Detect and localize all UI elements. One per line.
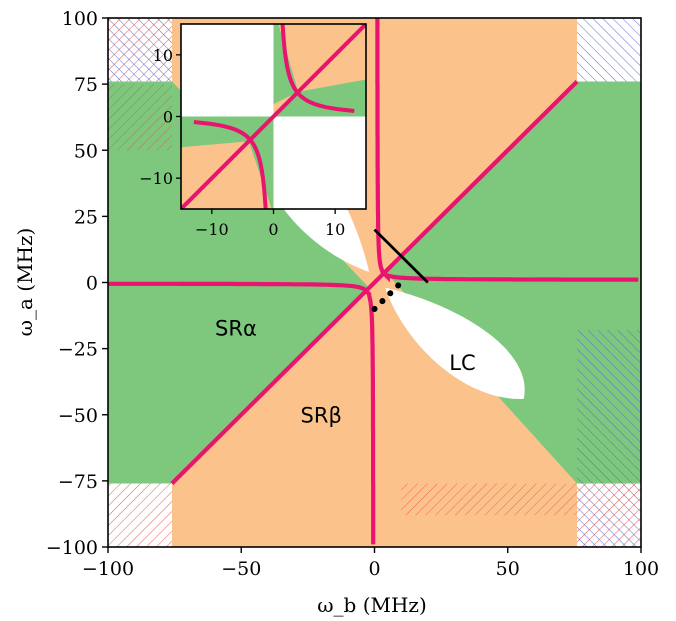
x-tick-label: 50 bbox=[496, 558, 520, 580]
inset-x-tick-label: −10 bbox=[195, 220, 229, 239]
inset-ticks: −10 0 10 −10 0 10 bbox=[139, 46, 345, 239]
x-tick-label: −100 bbox=[82, 558, 134, 580]
hatch-left-red bbox=[108, 84, 172, 151]
lower-left-boundary bbox=[108, 281, 376, 545]
lc-region-lower bbox=[385, 287, 525, 399]
solid-marker-line bbox=[373, 228, 429, 284]
x-axis-ticks: −100 −50 0 50 100 bbox=[82, 547, 659, 580]
y-tick-label: 0 bbox=[86, 273, 98, 295]
hatch-top-left-blue bbox=[108, 18, 172, 82]
diagonal-boundary bbox=[170, 79, 579, 486]
inset-orange-upper bbox=[278, 24, 366, 92]
hatch-right-blue bbox=[577, 330, 641, 484]
y-axis-label: ω_a (MHz) bbox=[13, 228, 37, 337]
region-label-srβ: SRβ bbox=[301, 404, 342, 428]
x-axis-label: ω_b (MHz) bbox=[317, 593, 427, 617]
inset-white-tl bbox=[181, 24, 274, 117]
x-tick-label: 0 bbox=[368, 558, 380, 580]
dotted-marker-line bbox=[371, 279, 405, 312]
inset-upper-curve bbox=[280, 24, 355, 113]
x-tick-label: −50 bbox=[221, 558, 261, 580]
inset-x-tick-label: 0 bbox=[268, 220, 278, 239]
hatch-top-right-blue bbox=[577, 18, 641, 82]
hatch-bottom-red bbox=[401, 483, 577, 516]
hatch-bottom-right-blue bbox=[577, 483, 641, 547]
y-tick-label: −25 bbox=[58, 339, 98, 361]
y-tick-label: 75 bbox=[74, 74, 98, 96]
phase-boundaries bbox=[108, 18, 639, 545]
sr-alpha-region-left bbox=[108, 285, 370, 484]
hatch-bottom-left-red bbox=[108, 483, 172, 547]
y-tick-label: −50 bbox=[58, 405, 98, 427]
region-label-srα: SRα bbox=[215, 316, 257, 340]
inset-orange-lower bbox=[181, 141, 272, 209]
y-tick-label: 50 bbox=[74, 140, 98, 162]
inset-plot: −10 0 10 −10 0 10 bbox=[139, 23, 367, 239]
y-tick-label: −100 bbox=[46, 537, 98, 559]
region-label-lc: LC bbox=[449, 351, 475, 375]
x-tick-label: 100 bbox=[623, 558, 659, 580]
y-tick-label: 100 bbox=[62, 8, 98, 30]
region-labels: SRα SRβ LC bbox=[215, 316, 476, 427]
hatched-regions bbox=[108, 18, 641, 547]
inset-lower-curve bbox=[193, 120, 268, 209]
y-tick-label: 25 bbox=[74, 206, 98, 228]
inset-diagonal bbox=[181, 24, 366, 209]
y-axis-ticks: −100 −75 −50 −25 0 25 50 75 100 bbox=[46, 8, 108, 559]
inset-y-tick-label: 10 bbox=[153, 46, 173, 65]
inset-x-tick-label: 10 bbox=[325, 220, 345, 239]
inset-content bbox=[181, 24, 366, 209]
inset-y-tick-label: 0 bbox=[163, 108, 173, 127]
y-tick-label: −75 bbox=[58, 471, 98, 493]
inset-white-br bbox=[273, 116, 366, 209]
upper-right-boundary bbox=[375, 18, 639, 283]
marker-lines bbox=[371, 228, 429, 312]
inset-y-tick-label: −10 bbox=[139, 169, 173, 188]
